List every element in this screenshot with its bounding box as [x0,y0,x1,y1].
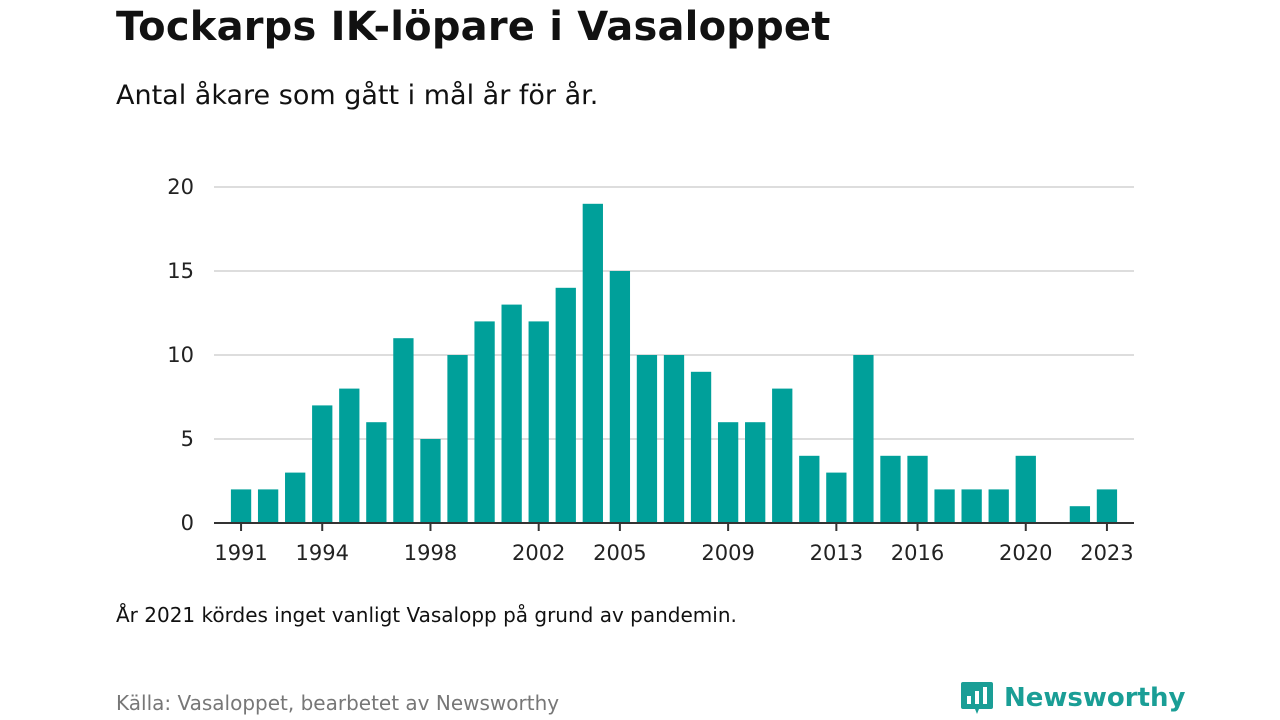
bar-2014 [853,355,874,523]
x-tick-label: 1994 [296,541,349,565]
bar-2015 [880,455,901,523]
source-credit: Källa: Vasaloppet, bearbetet av Newswort… [116,691,560,715]
bar-2013 [826,472,847,523]
y-tick-label: 10 [167,343,194,367]
bar-2002 [528,321,549,523]
chart-subtitle: Antal åkare som gått i mål år för år. [116,80,599,111]
bar-1996 [366,422,387,523]
bar-2005 [609,271,631,523]
y-tick-label: 5 [181,427,194,451]
bar-2004 [582,203,603,524]
bar-2022 [1069,506,1091,523]
bar-2003 [555,287,576,523]
bar-1992 [257,489,279,523]
bar-chart: 0 5 10 15 20 1991 1994 1998 2002 2005 2009 2013 2016… [167,175,1134,565]
chart-footnote: År 2021 kördes inget vanligt Vasalopp på… [116,603,737,627]
brand-name: Newsworthy [1004,683,1186,713]
bar-2001 [501,304,522,523]
bar-2006 [636,355,658,523]
bar-2012 [799,455,820,523]
x-tick-label: 2009 [701,541,754,565]
bar-1991 [230,489,252,523]
bar-2020 [1015,455,1036,523]
bar-2023 [1096,489,1118,523]
x-tick-label: 2005 [593,541,646,565]
bar-1994 [312,405,333,523]
bar-2010 [745,422,766,523]
bar-1995 [339,388,360,523]
newsworthy-logo[interactable]: Newsworthy [960,680,1185,716]
bars [230,203,1118,524]
x-tick-label: 2023 [1080,541,1133,565]
bar-2000 [474,321,495,523]
bar-2017 [934,489,955,523]
y-tick-label: 0 [181,511,194,535]
x-tick-label: 2020 [999,541,1052,565]
y-tick-label: 15 [167,259,194,283]
y-tick-label: 20 [167,175,194,199]
bar-2016 [907,455,928,523]
bar-2008 [690,371,712,523]
bar-2011 [772,388,793,523]
chart-title: Tockarps IK-löpare i Vasaloppet [116,4,831,50]
bar-1993 [285,472,306,523]
bar-chart-speech-bubble-icon [961,682,993,714]
x-tick-label: 2002 [512,541,565,565]
bar-2009 [717,422,739,523]
bar-1997 [393,338,414,523]
bar-2018 [961,489,982,523]
x-tick-label: 2013 [810,541,863,565]
x-tick-label: 1998 [404,541,457,565]
axes: 0 5 10 15 20 1991 1994 1998 2002 2005 2009 2013 2016… [167,175,1134,565]
x-tick-label: 1991 [214,541,267,565]
bar-2007 [663,355,685,523]
bar-1999 [447,355,468,523]
bar-1998 [420,439,441,523]
bar-2019 [988,489,1009,523]
x-tick-label: 2016 [891,541,944,565]
